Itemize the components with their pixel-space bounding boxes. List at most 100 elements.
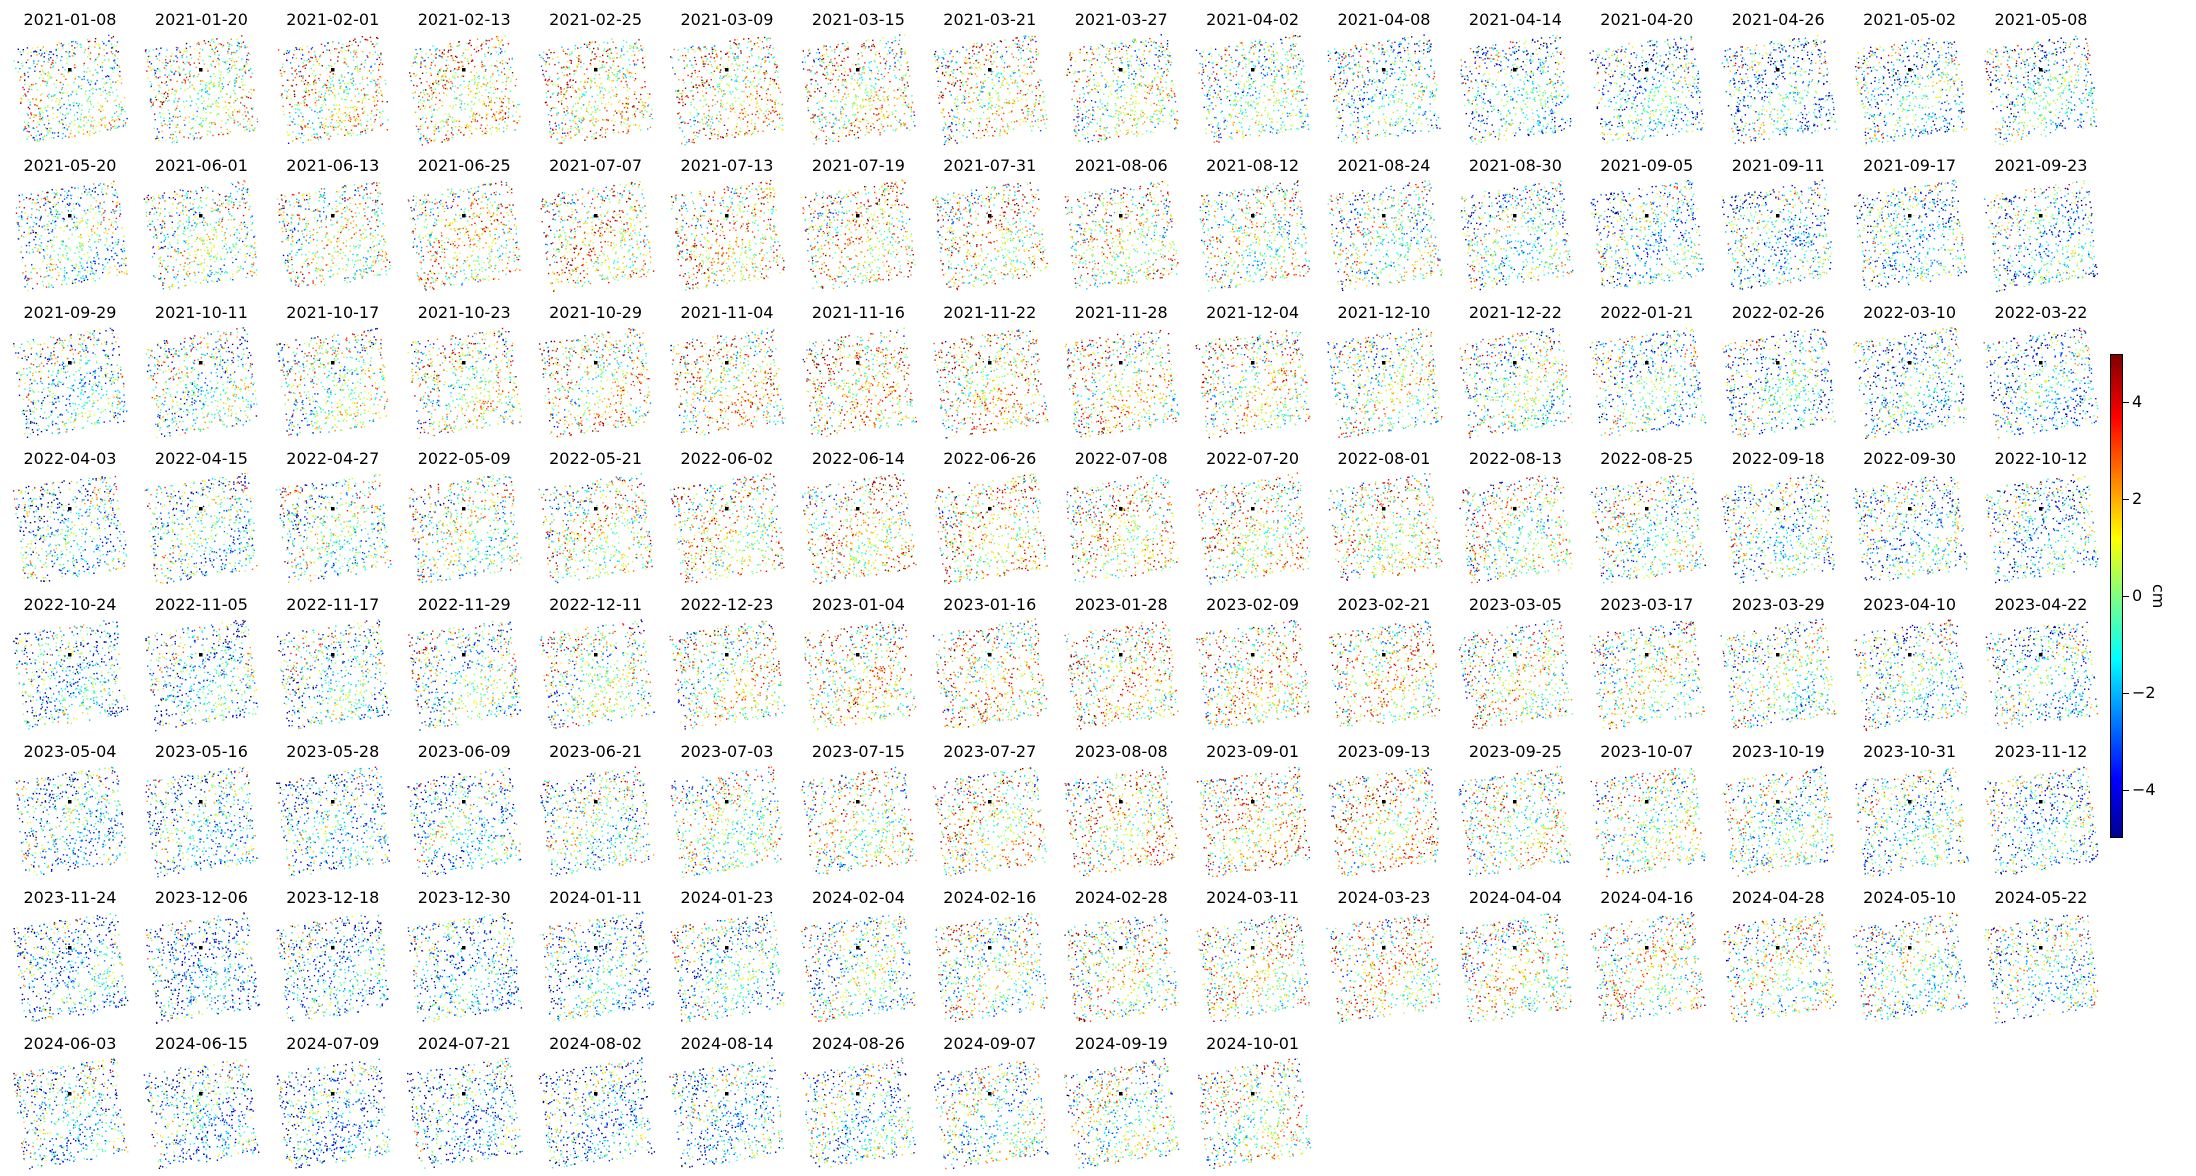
- displacement-point: [175, 116, 176, 117]
- displacement-point: [695, 72, 696, 73]
- displacement-point: [557, 101, 558, 102]
- displacement-point: [451, 127, 452, 128]
- displacement-point: [106, 82, 107, 83]
- displacement-point: [703, 123, 704, 124]
- displacement-point: [547, 57, 548, 58]
- displacement-point: [213, 86, 214, 87]
- displacement-point: [22, 65, 23, 66]
- displacement-point: [252, 116, 253, 117]
- displacement-point: [31, 55, 32, 56]
- displacement-point: [347, 72, 348, 73]
- displacement-point: [751, 55, 752, 56]
- displacement-point: [765, 56, 766, 57]
- displacement-map: [798, 34, 918, 144]
- displacement-point: [730, 45, 731, 46]
- displacement-point: [562, 96, 563, 97]
- displacement-point: [162, 104, 163, 105]
- displacement-point: [851, 125, 852, 126]
- displacement-point: [80, 117, 81, 118]
- displacement-point: [696, 87, 697, 88]
- displacement-point: [742, 64, 743, 65]
- displacement-point: [876, 94, 877, 95]
- displacement-point: [699, 122, 700, 123]
- displacement-point: [883, 126, 884, 127]
- displacement-point: [1006, 102, 1007, 103]
- displacement-point: [42, 112, 43, 113]
- displacement-point: [620, 55, 621, 56]
- displacement-point: [565, 115, 566, 116]
- displacement-point: [231, 68, 232, 69]
- displacement-point: [961, 102, 962, 103]
- displacement-point: [885, 47, 886, 48]
- displacement-point: [234, 119, 235, 120]
- displacement-point: [949, 126, 950, 127]
- displacement-point: [678, 79, 679, 80]
- displacement-point: [601, 127, 602, 128]
- displacement-point: [760, 66, 761, 67]
- displacement-point: [764, 74, 765, 75]
- displacement-point: [594, 82, 595, 83]
- displacement-point: [203, 118, 204, 119]
- displacement-point: [42, 71, 43, 72]
- displacement-point: [557, 86, 558, 87]
- displacement-point: [604, 136, 605, 137]
- displacement-point: [1002, 126, 1003, 127]
- displacement-point: [830, 107, 831, 108]
- displacement-point: [113, 100, 114, 101]
- displacement-point: [204, 40, 205, 41]
- displacement-point: [846, 87, 847, 88]
- displacement-point: [485, 89, 486, 90]
- displacement-point: [243, 42, 244, 43]
- displacement-point: [702, 84, 703, 85]
- displacement-point: [600, 134, 601, 135]
- displacement-point: [15, 68, 16, 69]
- displacement-point: [725, 54, 726, 55]
- displacement-point: [1033, 61, 1034, 62]
- displacement-point: [768, 49, 769, 50]
- displacement-point: [378, 83, 379, 84]
- displacement-point: [740, 131, 741, 132]
- displacement-point: [859, 85, 860, 86]
- displacement-point: [474, 77, 475, 78]
- displacement-point: [166, 62, 167, 63]
- displacement-point: [123, 126, 124, 127]
- displacement-point: [481, 86, 482, 87]
- displacement-point: [628, 59, 629, 60]
- displacement-point: [27, 53, 28, 54]
- displacement-point: [1043, 119, 1044, 120]
- displacement-point: [410, 76, 411, 77]
- displacement-point: [218, 97, 219, 98]
- displacement-point: [611, 58, 612, 59]
- displacement-point: [196, 67, 197, 68]
- displacement-point: [31, 84, 32, 85]
- displacement-point: [467, 61, 468, 62]
- displacement-point: [474, 66, 475, 67]
- displacement-point: [209, 126, 210, 127]
- displacement-point: [906, 62, 907, 63]
- displacement-point: [490, 76, 491, 77]
- displacement-point: [481, 48, 482, 49]
- displacement-point: [506, 85, 507, 86]
- displacement-point: [53, 65, 54, 66]
- displacement-point: [566, 106, 567, 107]
- displacement-point: [811, 70, 812, 71]
- displacement-point: [852, 123, 853, 124]
- displacement-point: [871, 61, 872, 62]
- displacement-point: [843, 84, 844, 85]
- displacement-point: [458, 67, 459, 68]
- displacement-point: [253, 89, 254, 90]
- displacement-point: [869, 46, 870, 47]
- displacement-point: [900, 95, 901, 96]
- displacement-point: [469, 40, 470, 41]
- displacement-point: [516, 111, 517, 112]
- displacement-point: [202, 136, 203, 137]
- displacement-point: [979, 106, 980, 107]
- displacement-point: [943, 52, 944, 53]
- displacement-point: [176, 47, 177, 48]
- displacement-point: [993, 61, 994, 62]
- displacement-point: [352, 125, 353, 126]
- displacement-point: [214, 54, 215, 55]
- displacement-point: [314, 111, 315, 112]
- displacement-point: [305, 80, 306, 81]
- displacement-point: [201, 123, 202, 124]
